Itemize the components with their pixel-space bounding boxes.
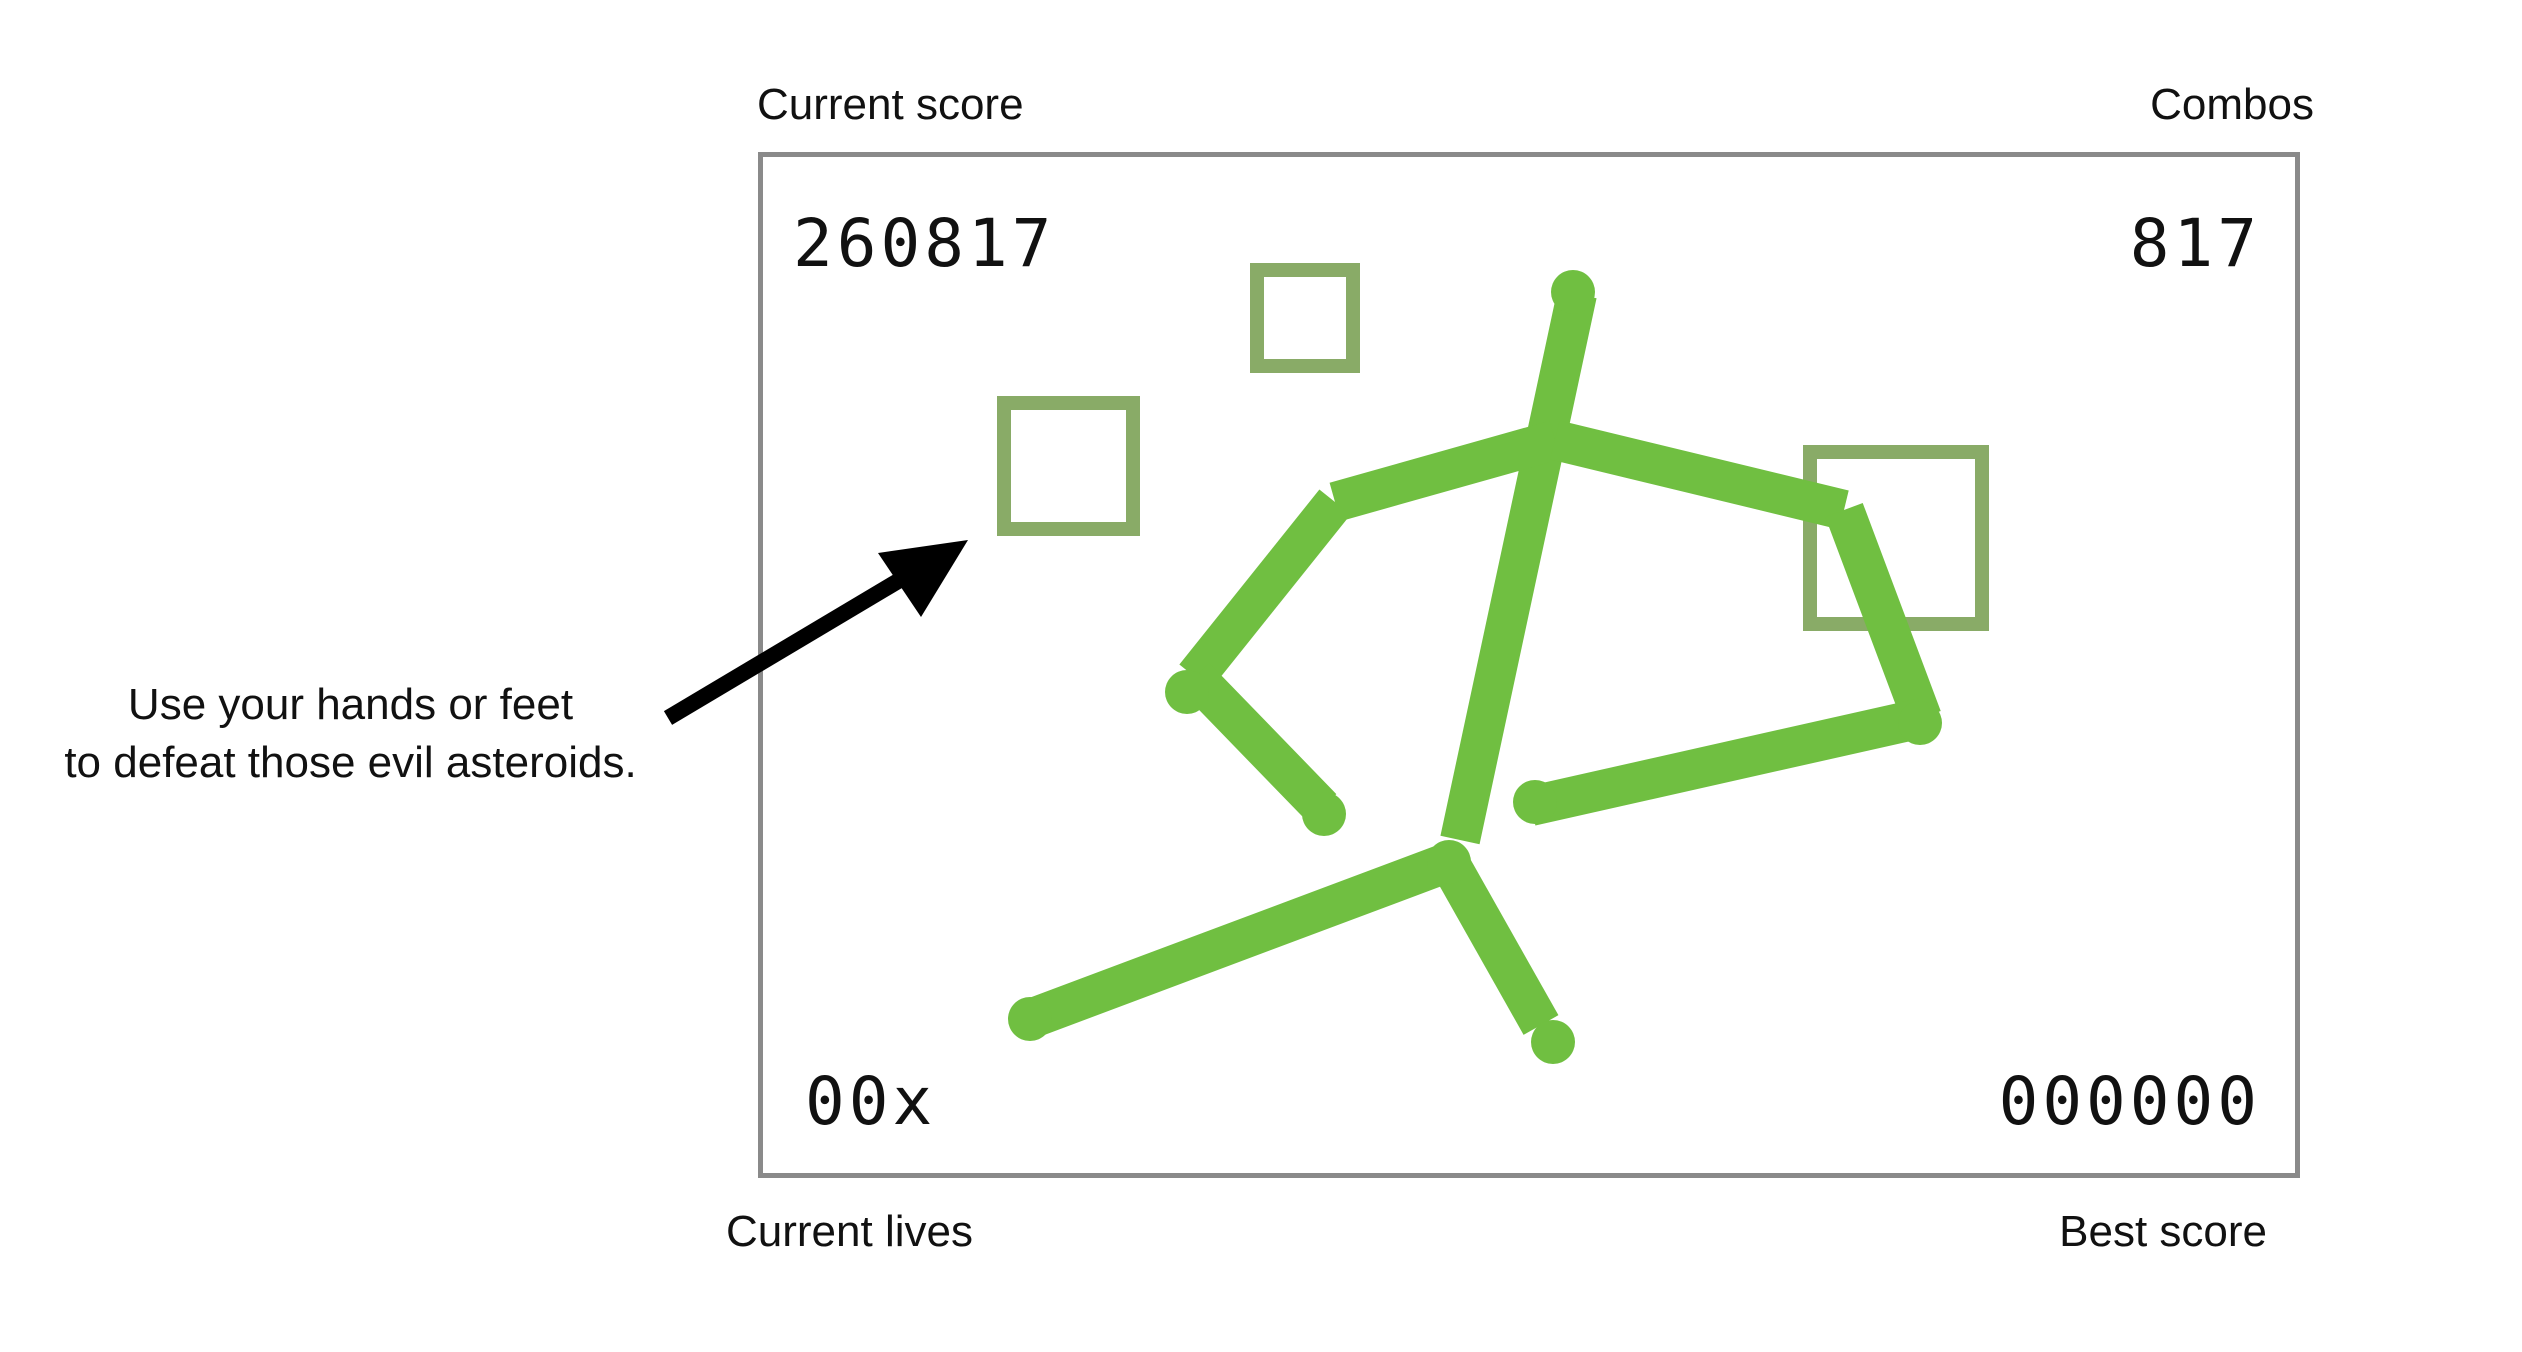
score-display: 260817 bbox=[793, 205, 1056, 282]
best-score-caption: Best score bbox=[2059, 1207, 2267, 1256]
combos-caption: Combos bbox=[2150, 80, 2314, 129]
current-score-caption: Current score bbox=[757, 80, 1024, 129]
combos-display: 817 bbox=[2129, 205, 2261, 282]
game-canvas[interactable]: 260817 817 00x 000000 bbox=[758, 152, 2300, 1178]
best-score-display: 000000 bbox=[1998, 1063, 2261, 1140]
lives-display: 00x bbox=[805, 1063, 937, 1140]
current-lives-caption: Current lives bbox=[726, 1207, 973, 1256]
instructions-line-2: to defeat those evil asteroids. bbox=[64, 738, 637, 787]
instructions-line-1: Use your hands or feet bbox=[127, 680, 574, 729]
instructions-text: Use your hands or feet to defeat those e… bbox=[18, 676, 683, 792]
